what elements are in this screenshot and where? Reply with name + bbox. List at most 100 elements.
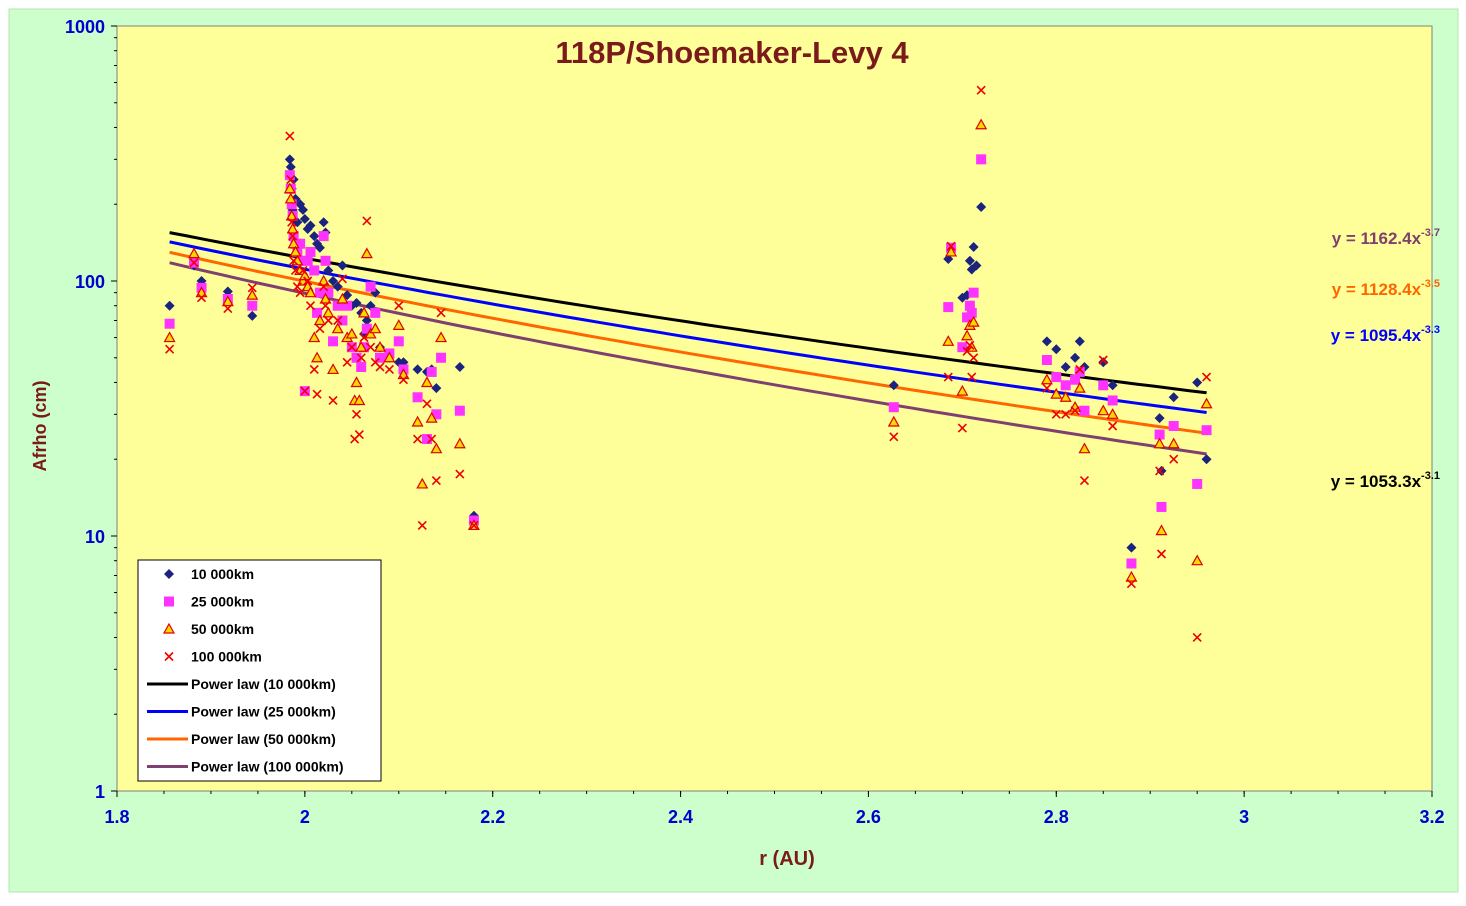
data-point-100000km: [366, 342, 376, 352]
axis-ticks: [111, 25, 1433, 797]
legend-label: Power law (100 000km): [191, 759, 344, 775]
y-tick-label: 1000: [65, 17, 105, 37]
data-point-25000km: [412, 392, 423, 403]
legend-label: Power law (25 000km): [191, 704, 336, 720]
data-point-100000km: [354, 429, 364, 440]
data-point-50000km: [246, 288, 259, 300]
data-point-50000km: [355, 340, 368, 352]
data-point-100000km: [1098, 355, 1108, 365]
data-point-10000km: [968, 241, 979, 252]
data-point-50000km: [289, 245, 302, 257]
data-point-100000km: [319, 282, 329, 292]
data-point-50000km: [453, 437, 466, 449]
data-point-50000km: [430, 442, 443, 454]
data-point-50000km: [1155, 524, 1168, 536]
data-point-25000km: [1126, 558, 1137, 569]
data-point-25000km: [302, 255, 313, 266]
data-point-10000km: [164, 300, 175, 311]
data-point-10000km: [888, 380, 899, 391]
data-point-10000km: [222, 286, 233, 297]
data-point-100000km: [305, 301, 316, 311]
data-point-50000km: [345, 327, 358, 339]
data-point-50000km: [1050, 387, 1063, 399]
data-point-25000km: [436, 352, 447, 363]
data-point-25000km: [1051, 372, 1062, 383]
data-point-50000km: [188, 247, 201, 259]
x-tick-label: 2.8: [1044, 807, 1069, 827]
data-point-100000km: [288, 231, 298, 241]
data-point-100000km: [295, 288, 305, 298]
data-point-50000km: [1191, 554, 1204, 566]
data-point-25000km: [332, 300, 343, 311]
data-point-100000km: [289, 256, 299, 266]
data-point-100000km: [1202, 372, 1212, 382]
data-point-50000km: [285, 209, 298, 221]
data-point-100000km: [315, 324, 325, 334]
data-point-50000km: [162, 622, 176, 634]
data-point-50000km: [416, 477, 429, 489]
data-point-50000km: [317, 274, 330, 286]
data-point-25000km: [295, 238, 306, 249]
fit-line-2: [169, 250, 1207, 435]
data-point-25000km: [888, 402, 899, 413]
data-point-100000km: [292, 282, 302, 292]
data-point-100000km: [1075, 364, 1085, 374]
data-point-100000km: [337, 274, 347, 284]
data-point-10000km: [299, 214, 310, 225]
data-point-100000km: [946, 241, 956, 251]
data-point-25000km: [309, 265, 320, 276]
data-point-100000km: [189, 258, 199, 268]
data-point-100000km: [976, 85, 986, 95]
data-point-50000km: [1153, 437, 1166, 449]
data-point-100000km: [375, 362, 385, 372]
data-point-100000km: [398, 375, 409, 385]
data-point-50000km: [331, 322, 344, 334]
data-point-100000km: [300, 386, 310, 396]
data-point-25000km: [426, 366, 437, 377]
fit-equation-exponent: -3.1: [1421, 470, 1440, 482]
data-point-100000km: [320, 301, 331, 311]
data-point-50000km: [364, 327, 377, 339]
data-point-10000km: [361, 315, 372, 326]
data-point-50000km: [967, 315, 980, 327]
legend-box: [137, 559, 382, 782]
data-point-10000km: [164, 569, 174, 579]
data-point-25000km: [1074, 366, 1085, 377]
fit-equation: y = 1053.3x-3.1: [1331, 470, 1440, 491]
data-point-100000km: [312, 389, 322, 399]
data-point-25000km: [1192, 478, 1203, 489]
data-point-25000km: [964, 300, 975, 311]
x-tick-label: 3.2: [1419, 807, 1444, 827]
data-point-50000km: [1200, 397, 1213, 409]
fit-equations: y = 1162.4x-3.7 y = 1128.4x-3.5 y = 1095.4…: [1331, 227, 1440, 491]
data-point-50000km: [435, 331, 448, 343]
data-point-50000km: [1106, 408, 1119, 419]
data-point-25000km: [164, 596, 174, 607]
data-point-25000km: [320, 255, 331, 266]
data-point-100000km: [223, 303, 233, 314]
legend: 10 000km 25 000km 50 000km 100 000km Power l…: [137, 559, 382, 782]
data-point-50000km: [287, 237, 300, 249]
data-point-100000km: [285, 131, 295, 141]
data-point-100000km: [969, 353, 979, 363]
data-point-50000km: [284, 192, 297, 204]
data-point-100000km: [309, 364, 319, 374]
data-point-25000km: [286, 199, 297, 210]
data-point-50000km: [945, 245, 958, 257]
data-point-25000km: [337, 315, 348, 326]
data-point-25000km: [1070, 374, 1081, 385]
data-point-10000km: [1041, 336, 1052, 347]
data-point-10000km: [1060, 361, 1071, 372]
data-point-50000km: [319, 292, 332, 304]
data-point-50000km: [358, 306, 371, 318]
data-point-10000km: [431, 383, 442, 394]
data-point-10000km: [323, 265, 334, 276]
fit-equation: y = 1128.4x-3.5: [1332, 278, 1440, 299]
data-point-10000km: [337, 260, 348, 271]
data-point-10000km: [1098, 357, 1109, 368]
data-point-50000km: [1167, 437, 1180, 449]
data-point-50000km: [353, 394, 366, 406]
x-tick-label: 2.2: [480, 807, 505, 827]
data-point-25000km: [966, 307, 977, 318]
data-point-10000km: [314, 242, 325, 253]
